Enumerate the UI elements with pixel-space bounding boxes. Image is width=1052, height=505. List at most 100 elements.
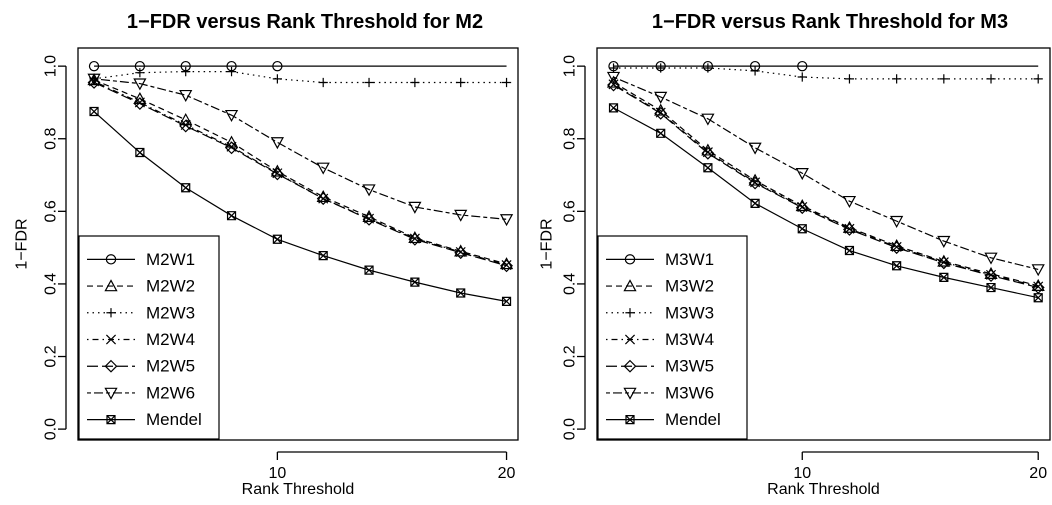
data-point-Mendel xyxy=(456,288,466,298)
y-tick-label: 0.0 xyxy=(562,418,579,440)
legend-label: Mendel xyxy=(146,410,202,429)
data-point-Mendel xyxy=(226,211,237,221)
series-line-M2W5 xyxy=(93,81,507,267)
legend-marker xyxy=(105,334,117,345)
legend-label: M3W2 xyxy=(665,277,714,296)
y-axis-label: 1−FDR xyxy=(539,218,556,269)
series-M3W3 xyxy=(608,63,1043,84)
data-point-M2W6 xyxy=(270,137,284,150)
y-tick-label: 0.6 xyxy=(43,200,60,222)
data-point-Mendel xyxy=(364,265,374,275)
data-point-M2W3 xyxy=(501,77,512,88)
data-point-M3W6 xyxy=(654,91,668,104)
data-point-M3W3 xyxy=(986,74,996,84)
data-point-M3W3 xyxy=(608,63,619,73)
series-line-M2W6 xyxy=(93,78,507,220)
data-point-M3W6 xyxy=(1031,264,1045,277)
series-M3W1 xyxy=(608,60,1039,72)
y-tick-label: 1.0 xyxy=(43,55,60,77)
y-tick-label: 0.4 xyxy=(43,273,60,295)
data-point-M2W2 xyxy=(179,113,193,126)
legend-marker xyxy=(104,279,118,292)
data-point-M3W3 xyxy=(750,66,760,76)
data-point-M2W3 xyxy=(272,74,282,84)
data-point-M3W6 xyxy=(937,235,951,248)
data-point-M2W6 xyxy=(454,209,468,222)
chart-panel-1: 1−FDR versus Rank Threshold for M2 0.0 0.2… xyxy=(14,11,519,498)
data-point-Mendel xyxy=(656,128,666,138)
legend-label: M3W1 xyxy=(665,250,714,269)
legend-marker xyxy=(106,415,116,425)
data-point-M2W5 xyxy=(316,192,330,206)
legend-label: M3W6 xyxy=(665,383,714,402)
data-point-M2W5 xyxy=(362,212,376,226)
data-point-Mendel xyxy=(1033,293,1043,303)
data-point-M2W3 xyxy=(456,77,466,88)
legend-label: M2W1 xyxy=(146,250,195,269)
data-point-Mendel xyxy=(181,183,191,193)
series-line-M2W3 xyxy=(93,70,507,84)
data-point-M2W5 xyxy=(225,141,238,155)
data-point-M3W5 xyxy=(748,176,762,190)
legend-marker xyxy=(106,308,116,318)
legend-label: M3W3 xyxy=(665,303,714,322)
legend-box xyxy=(597,235,748,440)
y-tick-label: 0.2 xyxy=(43,345,60,367)
data-point-M3W5 xyxy=(607,78,620,92)
legend-marker xyxy=(623,359,637,373)
series-line-M3W2 xyxy=(613,81,1039,287)
data-point-M2W1 xyxy=(272,60,283,72)
data-point-M2W5 xyxy=(179,119,193,133)
legend-marker xyxy=(625,415,635,425)
series-line-M3W3 xyxy=(613,67,1039,80)
data-point-M3W3 xyxy=(656,63,666,73)
legend-marker xyxy=(623,279,637,292)
legend-label: M2W2 xyxy=(146,277,195,296)
data-point-Mendel xyxy=(939,272,949,282)
legend-box xyxy=(78,235,220,440)
data-point-M3W6 xyxy=(890,215,904,228)
series-line-M3W6 xyxy=(613,76,1039,270)
data-point-M2W3 xyxy=(135,68,145,78)
legend-label: Mendel xyxy=(665,410,721,429)
data-point-M2W5 xyxy=(454,246,468,260)
data-point-M2W3 xyxy=(364,77,374,88)
data-point-Mendel xyxy=(318,251,328,261)
legend-marker xyxy=(624,334,636,345)
y-tick-label: 0.4 xyxy=(562,273,579,295)
series-line-Mendel xyxy=(93,111,507,302)
data-point-M2W6 xyxy=(224,109,239,122)
data-point-M2W3 xyxy=(318,77,328,88)
data-point-M2W5 xyxy=(270,167,284,181)
x-axis-label: Rank Threshold xyxy=(242,481,355,498)
chart-title: 1−FDR versus Rank Threshold for M3 xyxy=(652,11,1008,33)
data-point-M3W5 xyxy=(984,269,998,283)
data-point-M3W5 xyxy=(654,106,668,120)
data-point-M2W5 xyxy=(500,259,513,273)
data-point-Mendel xyxy=(135,147,145,158)
data-point-M3W3 xyxy=(703,63,713,73)
legend-label: M3W5 xyxy=(665,357,714,376)
legend-label: M2W5 xyxy=(146,357,195,376)
legend-marker xyxy=(104,359,118,373)
series-line-M2W4 xyxy=(93,80,507,266)
data-point-Mendel xyxy=(272,234,282,244)
legend-marker xyxy=(104,387,118,400)
data-point-Mendel xyxy=(608,103,619,113)
data-point-M3W3 xyxy=(939,74,949,84)
data-point-M3W5 xyxy=(795,201,809,215)
data-point-M3W5 xyxy=(937,256,951,270)
x-tick-label: 10 xyxy=(268,465,286,482)
y-tick-label: 1.0 xyxy=(562,55,579,77)
legend-marker xyxy=(623,387,637,400)
y-tick-label: 0.8 xyxy=(562,128,579,150)
data-point-M2W6 xyxy=(87,73,101,86)
data-point-M3W6 xyxy=(842,195,857,209)
data-point-M2W6 xyxy=(133,78,147,91)
legend-marker xyxy=(625,308,635,318)
data-point-M3W3 xyxy=(1033,74,1043,84)
series-M2W1 xyxy=(88,60,507,72)
data-point-Mendel xyxy=(89,106,99,117)
